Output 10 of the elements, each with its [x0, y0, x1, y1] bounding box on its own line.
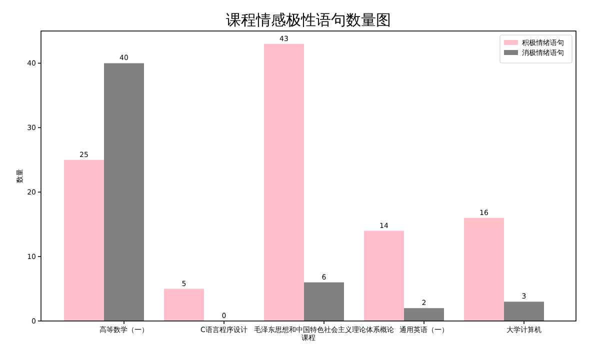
bar	[364, 230, 404, 321]
bar	[104, 63, 144, 321]
bar	[264, 44, 304, 321]
bar	[304, 282, 344, 321]
bar	[464, 218, 504, 321]
bar	[164, 288, 204, 321]
bar	[504, 302, 544, 321]
chart-title: 课程情感极性语句数量图	[226, 11, 391, 29]
bar	[64, 160, 104, 321]
bar	[404, 308, 444, 321]
